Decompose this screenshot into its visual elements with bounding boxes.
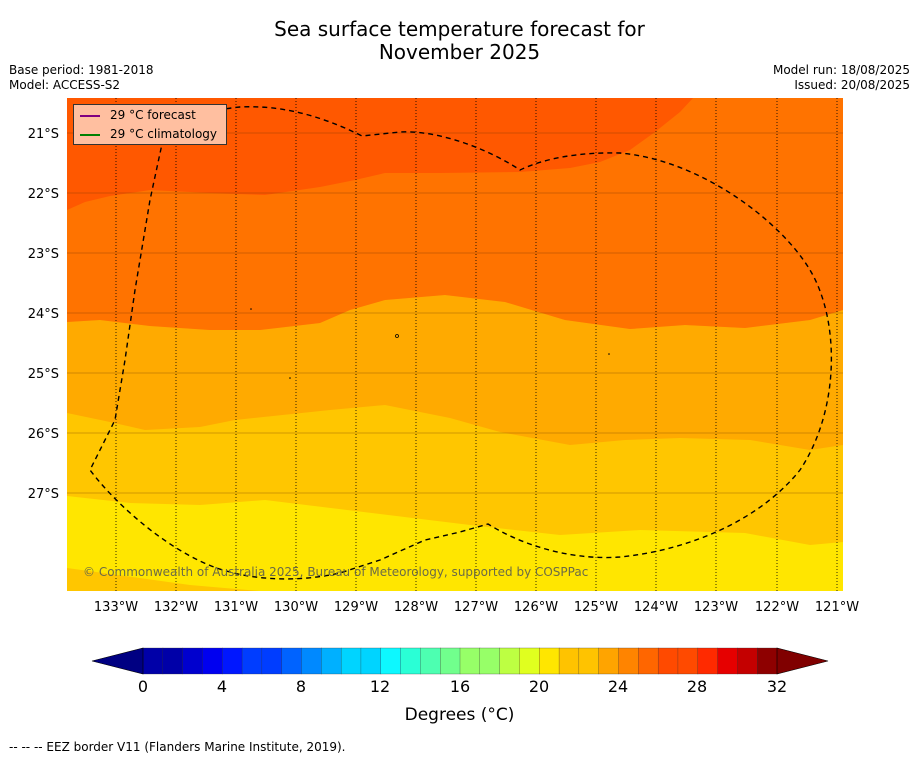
colorbar-tick: 4 [216, 677, 228, 696]
colorbar-cell [717, 647, 738, 675]
lon-gridlines [115, 98, 838, 591]
lat-label: 22°S [28, 187, 59, 202]
island [289, 377, 291, 379]
colorbar-cell [657, 647, 679, 675]
sst-map: 21°S 22°S 23°S 24°S 25°S 26°S 27°S 133°W… [28, 98, 859, 615]
colorbar-cell [162, 647, 184, 675]
meta-right: Model run: 18/08/2025 Issued: 20/08/2025 [773, 63, 910, 93]
colorbar-cell [261, 647, 283, 675]
issued-date: Issued: 20/08/2025 [794, 78, 910, 92]
colorbar-cell [558, 647, 580, 675]
legend-label-forecast: 29 °C forecast [110, 108, 196, 122]
eez-border [89, 106, 833, 580]
lon-label: 126°W [514, 600, 558, 615]
colorbar-label: Degrees (°C) [404, 705, 515, 725]
lat-label: 24°S [28, 307, 59, 322]
colorbar-cell [459, 647, 481, 675]
legend-swatch-climatology [80, 133, 100, 136]
colorbar-cell [499, 647, 520, 675]
lon-label: 127°W [454, 600, 498, 615]
colorbar-tick: 8 [295, 677, 307, 696]
lon-label: 123°W [694, 600, 738, 615]
colorbar-cell [360, 647, 382, 675]
colorbar-tick: 24 [607, 677, 629, 696]
colorbar-tick: 28 [686, 677, 708, 696]
lon-label: 124°W [634, 600, 678, 615]
colorbar-cell [697, 647, 719, 675]
title-line-1: Sea surface temperature forecast for [274, 17, 645, 41]
colorbar-cell [757, 647, 778, 675]
lon-label: 129°W [334, 600, 378, 615]
colorbar-cell [440, 647, 461, 675]
lat-labels: 21°S 22°S 23°S 24°S 25°S 26°S 27°S [28, 127, 59, 502]
colorbar-cell [301, 647, 322, 675]
colorbar-tick: 12 [369, 677, 391, 696]
title-line-2: November 2025 [378, 40, 541, 64]
colorbar-extend-high [776, 647, 829, 675]
lat-label: 23°S [28, 247, 59, 262]
lon-label: 133°W [94, 600, 138, 615]
colorbar-tick: 16 [449, 677, 471, 696]
colorbar-cell [677, 647, 699, 675]
colorbar-cell [380, 647, 402, 675]
lon-label: 125°W [574, 600, 618, 615]
colorbar-cell [420, 647, 441, 675]
lat-gridlines [67, 132, 843, 494]
lat-label: 26°S [28, 427, 59, 442]
lon-label: 121°W [815, 600, 859, 615]
lon-label: 122°W [755, 600, 799, 615]
colorbar-cell [539, 647, 560, 675]
lon-labels: 133°W 132°W 131°W 130°W 129°W 128°W 127°… [94, 600, 859, 615]
colorbar-cell [519, 647, 540, 675]
meta-left: Base period: 1981-2018 Model: ACCESS-S2 [9, 63, 154, 93]
colorbar-cell [618, 647, 639, 675]
colorbar-cell [281, 647, 302, 675]
colorbar-cell [400, 647, 421, 675]
copyright-notice: © Commonwealth of Australia 2025, Bureau… [83, 565, 589, 579]
colorbar-cell [202, 647, 223, 675]
page-title: Sea surface temperature forecast for Nov… [0, 18, 919, 64]
colorbar-cell [578, 647, 600, 675]
model-name: Model: ACCESS-S2 [9, 78, 121, 92]
colorbar-cell [182, 647, 203, 675]
colorbar-cell [598, 647, 619, 675]
lat-label: 25°S [28, 367, 59, 382]
footnote: -- -- -- EEZ border V11 (Flanders Marine… [9, 740, 346, 754]
colorbar-cell [241, 647, 263, 675]
lon-label: 132°W [154, 600, 198, 615]
island [608, 353, 610, 355]
lat-label: 21°S [28, 127, 59, 142]
base-period: Base period: 1981-2018 [9, 63, 154, 77]
colorbar-cell [638, 647, 659, 675]
colorbar-cells [91, 647, 829, 675]
model-run: Model run: 18/08/2025 [772, 63, 910, 77]
legend-row-climatology: 29 °C climatology [80, 126, 217, 142]
legend-row-forecast: 29 °C forecast [80, 107, 196, 123]
legend-swatch-forecast [80, 114, 100, 117]
colorbar-cell [142, 647, 164, 675]
legend-label-climatology: 29 °C climatology [110, 127, 218, 141]
colorbar-cell [321, 647, 342, 675]
island [250, 308, 252, 310]
colorbar-cell [479, 647, 501, 675]
lon-label: 130°W [274, 600, 318, 615]
colorbar-cell [222, 647, 243, 675]
colorbar-extend-low [91, 647, 144, 675]
lon-label: 128°W [394, 600, 438, 615]
lon-label: 131°W [214, 600, 258, 615]
colorbar-tick: 32 [766, 677, 788, 696]
colorbar-tick: 20 [528, 677, 550, 696]
lat-label: 27°S [28, 487, 59, 502]
colorbar-tick: 0 [137, 677, 149, 696]
colorbar-cell [340, 647, 362, 675]
island [395, 334, 399, 338]
map-legend: 29 °C forecast 29 °C climatology [73, 104, 227, 145]
colorbar-cell [737, 647, 758, 675]
